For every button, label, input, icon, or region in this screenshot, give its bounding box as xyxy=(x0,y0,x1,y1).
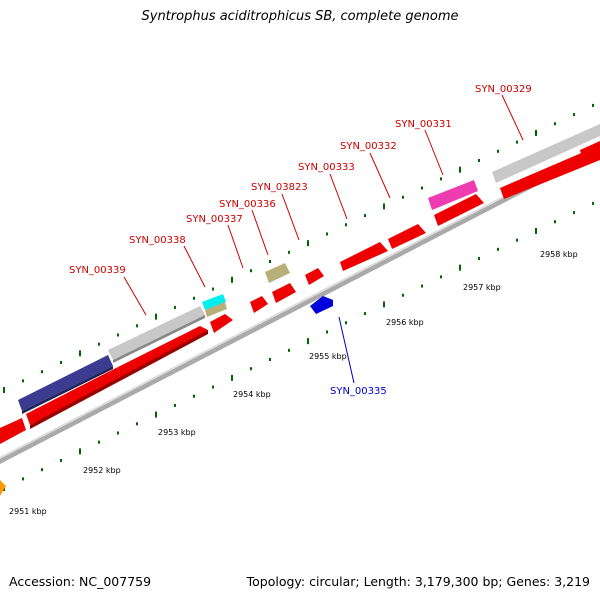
ruler-labels: 2951 kbp 2952 kbp 2953 kbp 2954 kbp 2955… xyxy=(9,250,578,516)
gene-block-navy xyxy=(18,355,113,411)
gene-block-tan xyxy=(265,263,290,283)
ruler-label: 2951 kbp xyxy=(9,507,47,516)
gene-block-cyan xyxy=(202,294,226,310)
gene-label: SYN_00337 xyxy=(186,214,243,225)
map-title: Syntrophus aciditrophicus SB, complete g… xyxy=(141,9,459,24)
gene-arrow-red-4 xyxy=(250,296,268,313)
gene-arrow-red-9 xyxy=(434,194,484,226)
gene-arrow-red-6 xyxy=(305,268,324,285)
gene-label: SYN_00335 xyxy=(330,386,387,397)
gene-label: SYN_00331 xyxy=(395,119,452,130)
feature-blocks xyxy=(0,124,600,496)
gene-label: SYN_00329 xyxy=(475,84,532,95)
gene-block-grey xyxy=(108,306,205,360)
gene-label: SYN_00338 xyxy=(129,235,186,246)
gene-arrow-red-left xyxy=(0,418,26,444)
gene-label: SYN_00336 xyxy=(219,199,276,210)
gene-arrow-red-3 xyxy=(210,314,233,333)
gene-label: SYN_00332 xyxy=(340,141,397,152)
gene-arrow-red-5 xyxy=(272,283,296,303)
gene-block-magenta xyxy=(428,180,478,210)
genome-summary-text: Topology: circular; Length: 3,179,300 bp… xyxy=(246,574,590,589)
gene-block-grey-right xyxy=(492,124,600,183)
gene-label: SYN_03823 xyxy=(251,182,308,193)
ruler-label: 2952 kbp xyxy=(83,466,121,475)
ruler-label: 2956 kbp xyxy=(386,318,424,327)
gene-arrow-red-1 xyxy=(26,367,120,425)
gene-arrow-red-right xyxy=(500,145,600,199)
label-leader-lines xyxy=(123,94,524,384)
accession-text: Accession: NC_007759 xyxy=(9,574,152,589)
gene-labels: SYN_00339 SYN_00338 SYN_00337 SYN_00336 … xyxy=(69,84,532,397)
gene-arrow-red-right-2 xyxy=(580,141,600,158)
gene-block-navy-shade xyxy=(22,366,113,414)
gene-arrow-red-8 xyxy=(388,224,426,249)
ruler-label: 2957 kbp xyxy=(463,283,501,292)
gene-block-orange xyxy=(0,480,6,496)
gene-block-grey-shade xyxy=(113,315,205,363)
gene-label: SYN_00333 xyxy=(298,162,355,173)
gene-arrow-blue xyxy=(310,296,333,314)
gene-arrow-red-2 xyxy=(118,326,208,378)
gene-arrow-red-7 xyxy=(340,242,388,271)
ruler-label: 2958 kbp xyxy=(540,250,578,259)
tick-marks xyxy=(3,103,594,492)
gene-label: SYN_00339 xyxy=(69,265,126,276)
gene-arrow-red-shade xyxy=(30,330,208,429)
ruler-label: 2954 kbp xyxy=(233,390,271,399)
backbone-highlight xyxy=(0,146,600,459)
gene-block-tan-small xyxy=(205,302,227,317)
ruler-label: 2953 kbp xyxy=(158,428,196,437)
ruler-label: 2955 kbp xyxy=(309,352,347,361)
